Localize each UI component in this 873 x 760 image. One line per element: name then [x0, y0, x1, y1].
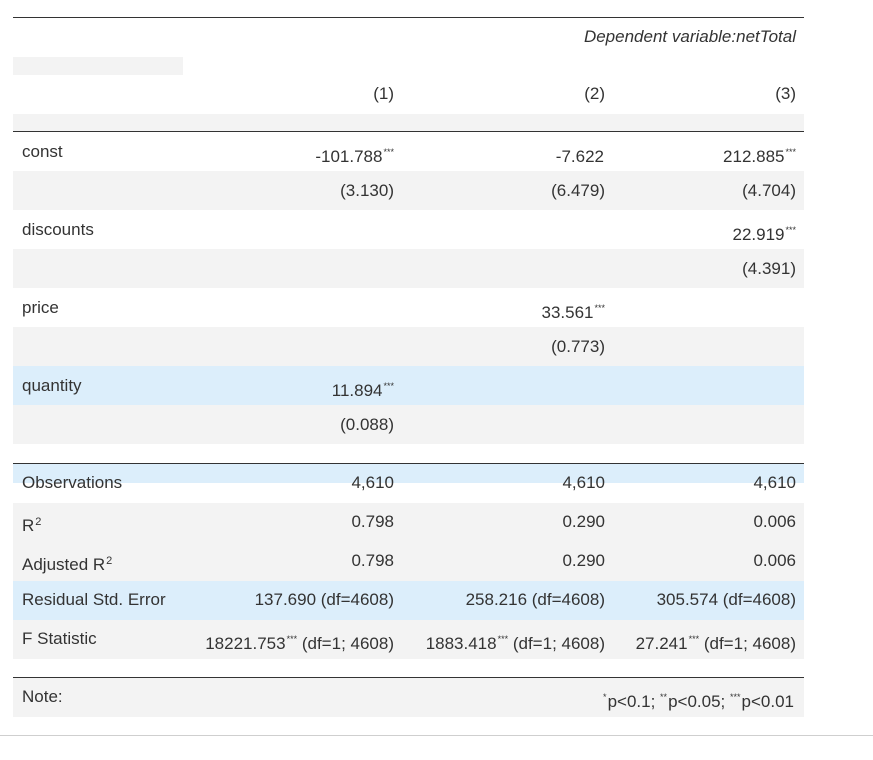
coef-discounts-3: 22.919***	[732, 225, 796, 244]
stat-observations-3: 4,610	[753, 473, 796, 492]
stats-row-band	[13, 503, 804, 542]
row-label-const: const	[22, 142, 63, 161]
header-rule	[13, 131, 804, 132]
row-label-discounts: discounts	[22, 220, 94, 239]
stat-observations-2: 4,610	[562, 473, 605, 492]
header-spacer-band	[13, 57, 183, 75]
note-label: Note:	[22, 687, 63, 706]
se-const-1: (3.130)	[340, 181, 394, 200]
column-header-2: (2)	[584, 84, 605, 103]
coef-const-2: -7.622	[555, 147, 604, 166]
table-row	[13, 132, 804, 171]
page-bottom-divider	[0, 735, 873, 736]
note-rule	[13, 677, 804, 678]
table-row	[13, 171, 804, 210]
coef-const-1: -101.788***	[315, 147, 394, 166]
stats-row-band	[13, 620, 804, 659]
stat-observations-1: 4,610	[351, 473, 394, 492]
dependent-variable-caption: Dependent variable:netTotal	[584, 27, 796, 47]
stat-label-adjusted-r2: Adjusted R2	[22, 555, 113, 574]
dependent-variable-label: Dependent variable:	[583, 27, 737, 46]
column-header-3: (3)	[775, 84, 796, 103]
se-quantity-1: (0.088)	[340, 415, 394, 434]
table-row	[13, 210, 804, 249]
stat-adjusted-r2-1: 0.798	[351, 551, 394, 570]
coef-price-2: 33.561***	[541, 303, 605, 322]
stat-f-3: 27.241*** (df=1; 4608)	[635, 634, 796, 653]
se-discounts-3: (4.391)	[742, 259, 796, 278]
stat-label-residual-std-error: Residual Std. Error	[22, 590, 166, 609]
stat-r2-3: 0.006	[753, 512, 796, 531]
stat-label-observations: Observations	[22, 473, 123, 492]
stats-rule	[13, 463, 804, 464]
note-significance-legend: *p<0.1; **p<0.05; ***p<0.01	[603, 692, 794, 711]
stat-rse-2: 258.216 (df=4608)	[465, 590, 605, 609]
stats-row-band	[13, 464, 804, 483]
table-row	[13, 327, 804, 366]
stats-row-band	[13, 542, 804, 581]
stat-r2-2: 0.290	[562, 512, 605, 531]
row-label-price: price	[22, 298, 59, 317]
se-const-2: (6.479)	[551, 181, 605, 200]
se-price-2: (0.773)	[551, 337, 605, 356]
coef-quantity-1: 11.894***	[331, 381, 394, 400]
table-top-rule	[13, 17, 804, 18]
se-const-3: (4.704)	[742, 181, 796, 200]
stat-f-2: 1883.418*** (df=1; 4608)	[425, 634, 605, 653]
stat-label-f-statistic: F Statistic	[22, 629, 97, 648]
table-row	[13, 288, 804, 327]
stat-adjusted-r2-2: 0.290	[562, 551, 605, 570]
stats-row-band-highlighted	[13, 581, 804, 620]
stat-label-r2: R2	[22, 516, 42, 535]
dependent-variable-name: netTotal	[736, 27, 796, 46]
stat-rse-1: 137.690 (df=4608)	[254, 590, 394, 609]
table-row-highlighted	[13, 366, 804, 405]
coef-const-3: 212.885***	[723, 147, 796, 166]
note-band	[13, 678, 804, 717]
column-header-1: (1)	[373, 84, 394, 103]
stat-r2-1: 0.798	[351, 512, 394, 531]
stat-f-1: 18221.753*** (df=1; 4608)	[205, 634, 394, 653]
table-row	[13, 405, 804, 444]
row-label-quantity: quantity	[22, 376, 82, 395]
header-bottom-band	[13, 114, 804, 131]
stat-adjusted-r2-3: 0.006	[753, 551, 796, 570]
stat-rse-3: 305.574 (df=4608)	[656, 590, 796, 609]
table-row	[13, 249, 804, 288]
